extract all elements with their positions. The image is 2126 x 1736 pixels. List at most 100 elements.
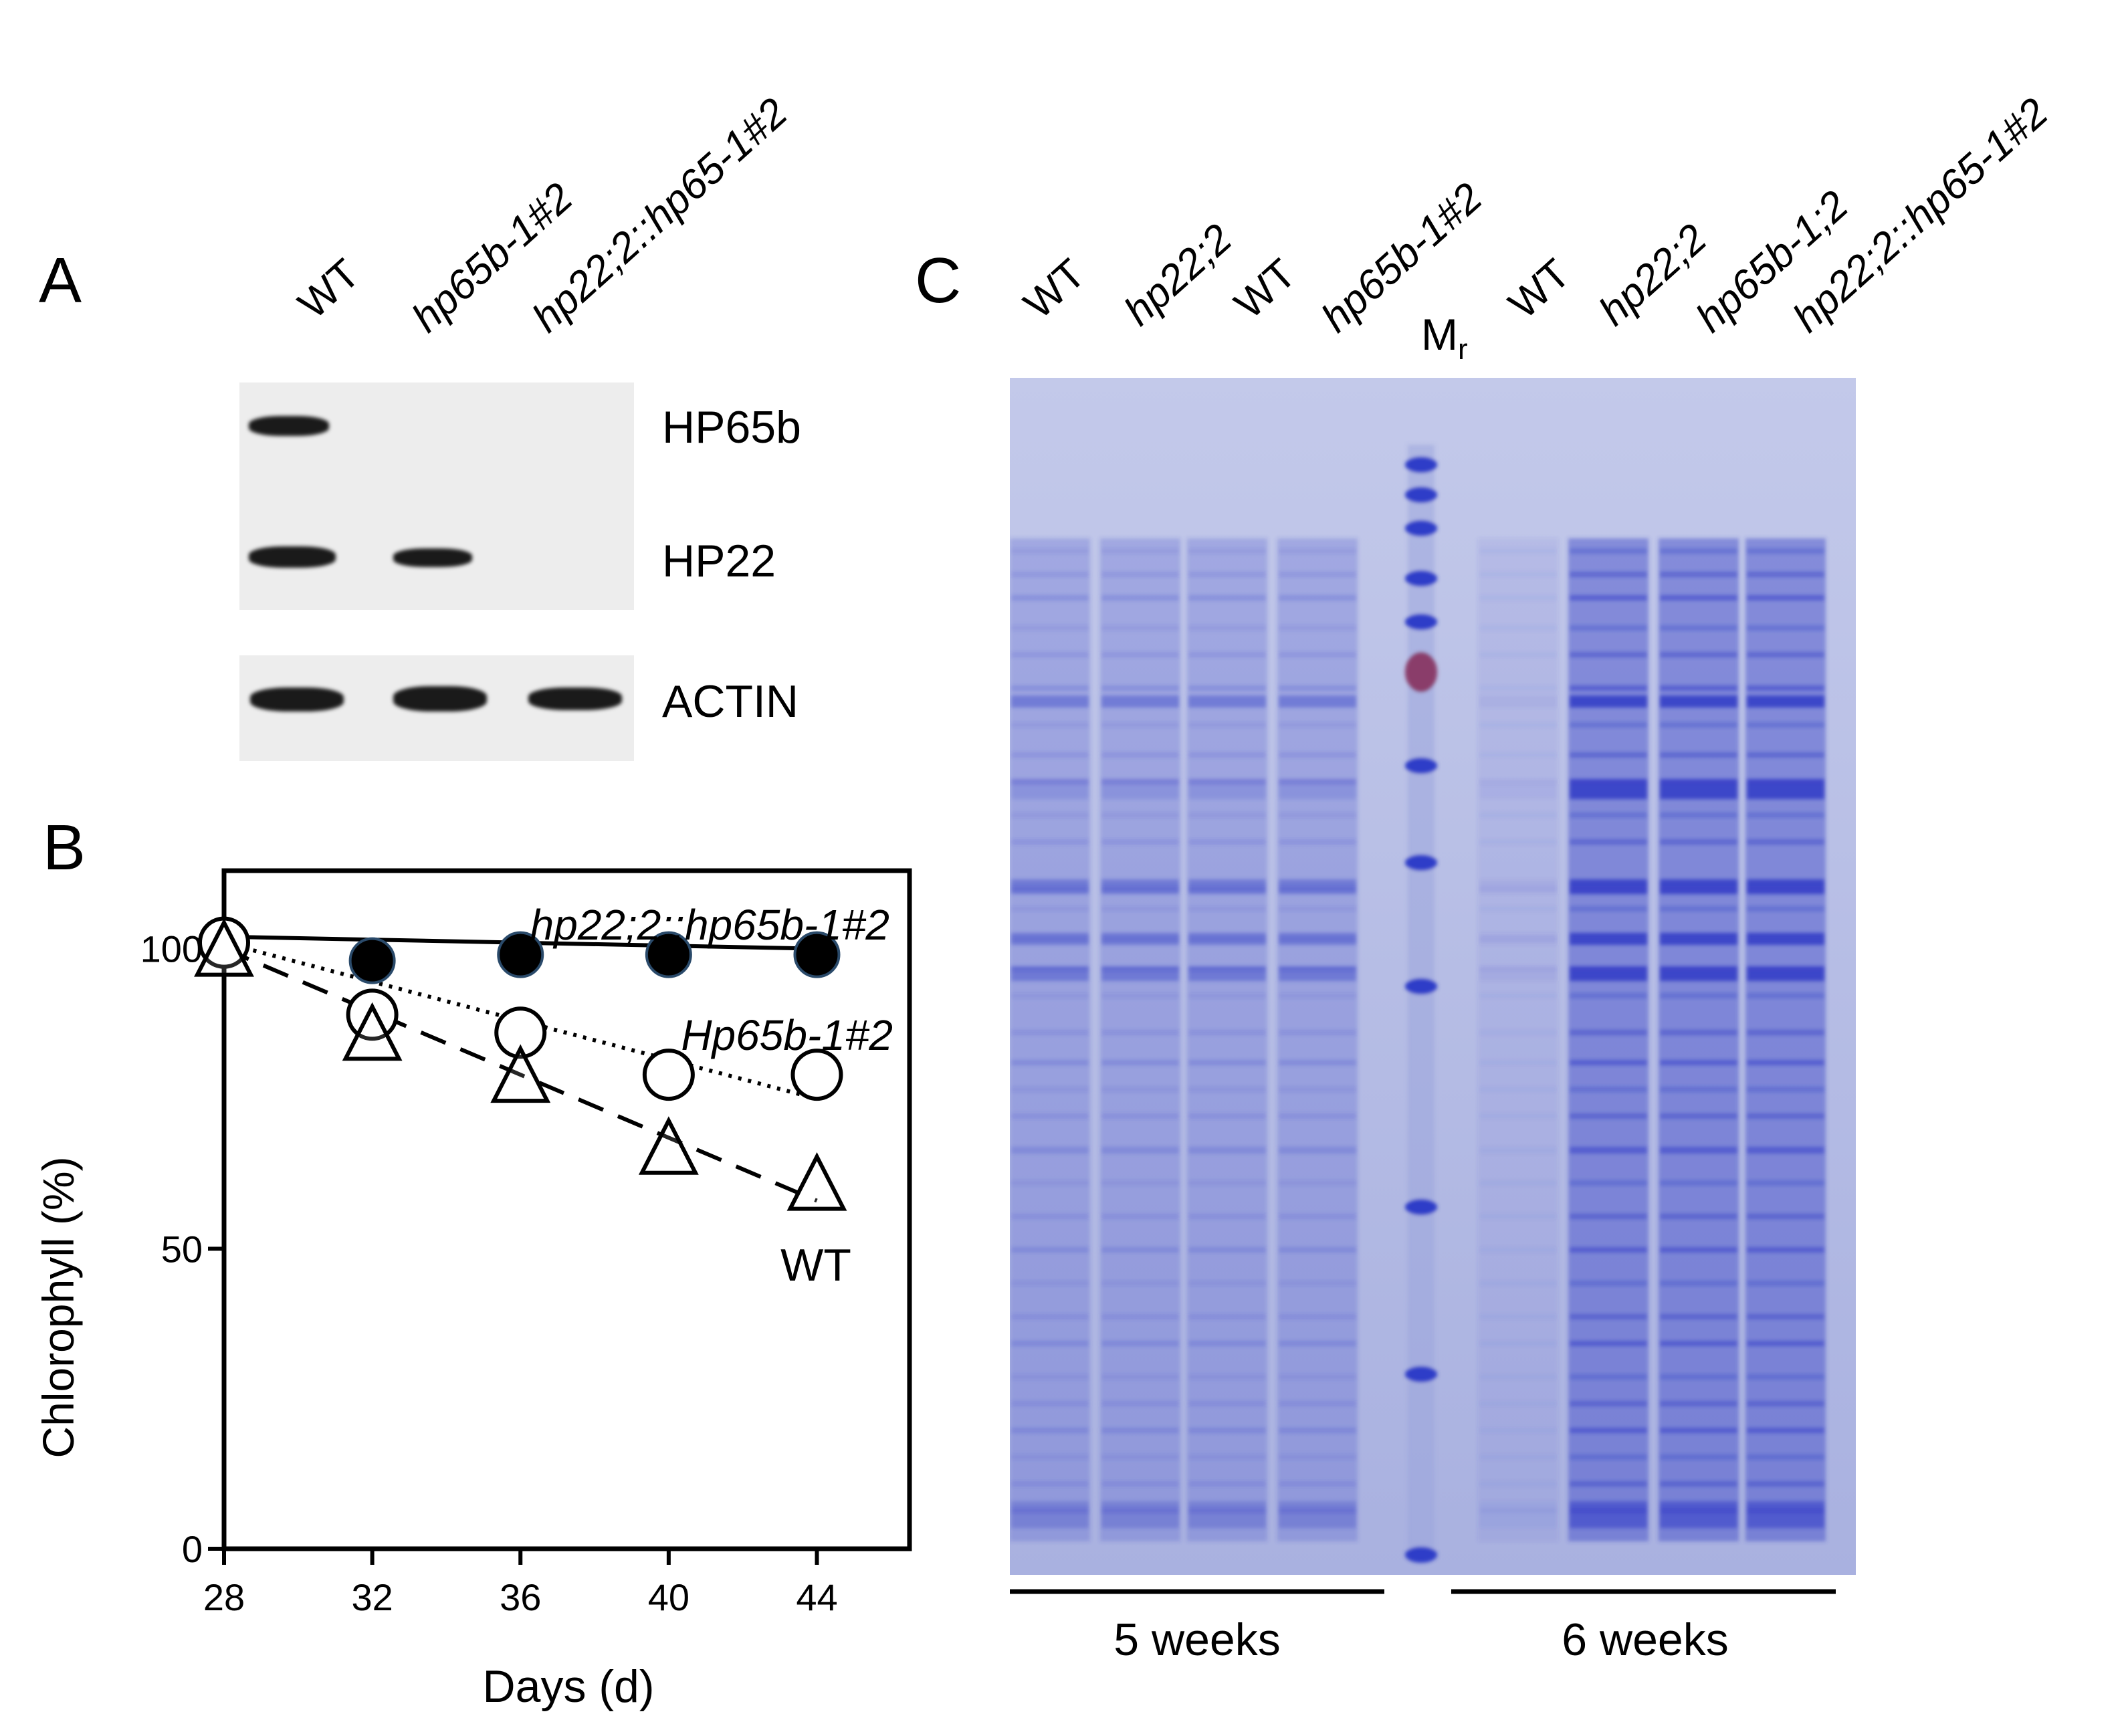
gel-band — [1570, 548, 1647, 554]
gel-band — [1011, 625, 1089, 631]
gel-band — [1188, 906, 1266, 911]
gel-band — [1279, 1281, 1356, 1286]
gel-band-strong — [1188, 695, 1266, 708]
gel-band — [1188, 1247, 1266, 1253]
gel-band — [1747, 572, 1824, 577]
gel-band-strong — [1747, 933, 1824, 945]
gel-band — [1660, 722, 1737, 728]
marker-lane-label: Mr — [1421, 309, 1468, 366]
gel-band — [1188, 1030, 1266, 1035]
gel-band-strong — [1479, 695, 1557, 708]
gel-band — [1570, 906, 1647, 911]
gel-band — [1279, 752, 1356, 758]
gel-band — [1011, 752, 1089, 758]
gel-band — [1660, 548, 1737, 554]
series-label-wt: WT — [780, 1240, 851, 1291]
gel-band — [1101, 1147, 1179, 1154]
gel-band — [1660, 1281, 1737, 1286]
gel-band — [1570, 1247, 1647, 1253]
gel-band — [1188, 685, 1266, 691]
gel-band-bottom — [1747, 1501, 1824, 1528]
panel-c-lane-label: hp22;2 — [1115, 215, 1241, 335]
marker-band — [1405, 978, 1437, 994]
panel-a-lane-label: WT — [290, 250, 368, 328]
gel-band-strong — [1660, 966, 1737, 981]
gel-band-strong — [1279, 933, 1356, 945]
gel-band-bottom — [1101, 1501, 1179, 1528]
group-label-5-weeks: 5 weeks — [1113, 1614, 1280, 1665]
gel-band — [1570, 1030, 1647, 1035]
gel-band — [1101, 1428, 1179, 1433]
gel-band — [1747, 1214, 1824, 1219]
marker-band — [1405, 570, 1437, 586]
gel-band — [1660, 1314, 1737, 1319]
data-point-open-triangle — [490, 1044, 551, 1103]
hp22-band-hp65b — [393, 548, 472, 567]
gel-band-strong — [1479, 779, 1557, 799]
gel-band-strong — [1279, 879, 1356, 894]
panel-b-letter: B — [43, 812, 86, 883]
gel-band-strong — [1188, 879, 1266, 894]
gel-band — [1188, 1060, 1266, 1065]
series-line-3 — [223, 946, 818, 1203]
marker-lane-subscript: r — [1457, 333, 1468, 366]
gel-band — [1479, 1180, 1557, 1186]
gel-band-strong — [1570, 779, 1647, 799]
gel-band — [1479, 1314, 1557, 1319]
gel-band — [1011, 812, 1089, 818]
gel-band — [1188, 595, 1266, 601]
gel-band — [1011, 1214, 1089, 1219]
gel-band — [1101, 752, 1179, 758]
gel-band-strong — [1279, 695, 1356, 708]
data-point-filled-circle — [497, 931, 544, 978]
gel-band — [1279, 1454, 1356, 1460]
gel-band — [1479, 1147, 1557, 1154]
series-label-hp65b: Hp65b-1#2 — [681, 1011, 893, 1059]
gel-band — [1660, 572, 1737, 577]
gel-band — [1279, 572, 1356, 577]
gel-band — [1747, 1341, 1824, 1346]
gel-band — [1747, 993, 1824, 998]
data-point-open-circle — [790, 1049, 843, 1101]
gel-band — [1279, 839, 1356, 845]
gel-band — [1660, 595, 1737, 601]
gel-band — [1479, 1281, 1557, 1286]
gel-band-strong — [1479, 966, 1557, 981]
blot-label-hp22: HP22 — [662, 536, 776, 586]
gel-band-strong — [1747, 695, 1824, 708]
gel-band — [1747, 1113, 1824, 1119]
gel-band — [1279, 993, 1356, 998]
gel-band — [1570, 685, 1647, 691]
gel-band — [1747, 1401, 1824, 1406]
marker-band — [1405, 1547, 1437, 1563]
gel-band — [1570, 1481, 1647, 1487]
gel-band — [1660, 839, 1737, 845]
gel-band — [1570, 1374, 1647, 1380]
gel-band — [1479, 1428, 1557, 1433]
gel-band — [1011, 1180, 1089, 1186]
gel-band — [1660, 1180, 1737, 1186]
gel-band — [1660, 1087, 1737, 1092]
gel-band — [1479, 722, 1557, 728]
gel-band — [1279, 1374, 1356, 1380]
gel-band-strong — [1660, 695, 1737, 708]
gel-band — [1188, 572, 1266, 577]
gel-band — [1279, 812, 1356, 818]
gel-band — [1660, 1428, 1737, 1433]
panel-a-letter: A — [39, 245, 82, 316]
gel-band — [1279, 1214, 1356, 1219]
gel-band — [1570, 1147, 1647, 1154]
gel-band — [1479, 625, 1557, 631]
gel-band — [1188, 839, 1266, 845]
gel-band — [1101, 1113, 1179, 1119]
gel-band — [1570, 812, 1647, 818]
gel-band — [1279, 1428, 1356, 1433]
gel-band — [1570, 1314, 1647, 1319]
gel-band-strong — [1570, 879, 1647, 894]
gel-band — [1747, 812, 1824, 818]
gel-band — [1011, 685, 1089, 691]
gel-band-bottom — [1479, 1501, 1557, 1528]
gel-band — [1188, 1341, 1266, 1346]
hp65b-band-wt — [249, 416, 329, 436]
gel-band — [1101, 1030, 1179, 1035]
